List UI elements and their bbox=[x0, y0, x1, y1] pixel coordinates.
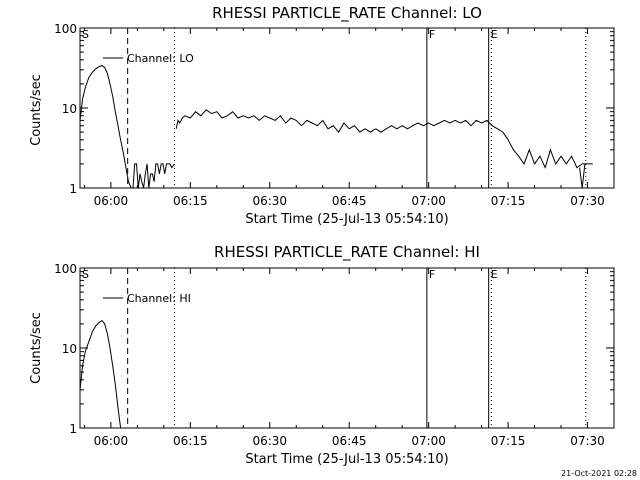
hi-marker-label: S bbox=[82, 268, 89, 281]
hi-y-tick-label: 1 bbox=[69, 422, 77, 436]
lo-x-tick-label: 06:30 bbox=[252, 194, 287, 208]
hi-y-tick-label: 10 bbox=[62, 342, 77, 356]
hi-marker-label: E bbox=[491, 268, 498, 281]
hi-chart-title: RHESSI PARTICLE_RATE Channel: HI bbox=[214, 243, 480, 262]
lo-x-tick-label: 06:15 bbox=[173, 194, 208, 208]
hi-x-tick-label: 06:00 bbox=[94, 434, 129, 448]
lo-marker-label: S bbox=[82, 28, 89, 41]
hi-marker-label: F bbox=[429, 268, 435, 281]
lo-y-axis-label: Counts/sec bbox=[29, 74, 44, 146]
lo-x-tick-label: 06:00 bbox=[94, 194, 129, 208]
hi-x-tick-label: 07:30 bbox=[570, 434, 605, 448]
hi-channel-panel: RHESSI PARTICLE_RATE Channel: HI Counts/… bbox=[29, 243, 615, 467]
lo-x-tick-label: 07:30 bbox=[570, 194, 605, 208]
hi-y-axis-label: Counts/sec bbox=[29, 312, 44, 384]
lo-y-tick-label: 1 bbox=[69, 182, 77, 196]
lo-count-rate-line bbox=[79, 64, 175, 189]
hi-count-rate-line bbox=[79, 319, 122, 429]
lo-channel-panel: RHESSI PARTICLE_RATE Channel: LO Counts/… bbox=[29, 4, 615, 227]
hi-x-tick-label: 06:30 bbox=[252, 434, 287, 448]
lo-count-rate-line bbox=[175, 109, 593, 170]
lo-chart-title: RHESSI PARTICLE_RATE Channel: LO bbox=[212, 4, 482, 23]
hi-x-tick-label: 06:45 bbox=[332, 434, 367, 448]
hi-x-tick-label: 07:15 bbox=[491, 434, 526, 448]
lo-x-tick-label: 07:00 bbox=[411, 194, 446, 208]
lo-x-tick-label: 07:15 bbox=[491, 194, 526, 208]
hi-x-tick-label: 06:15 bbox=[173, 434, 208, 448]
lo-x-axis-label: Start Time (25-Jul-13 05:54:10) bbox=[245, 212, 448, 227]
lo-x-tick-label: 06:45 bbox=[332, 194, 367, 208]
hi-y-tick-label: 100 bbox=[54, 262, 77, 276]
lo-marker-label: E bbox=[491, 28, 498, 41]
hi-x-axis-label: Start Time (25-Jul-13 05:54:10) bbox=[245, 452, 448, 467]
lo-y-tick-label: 10 bbox=[62, 102, 77, 116]
lo-y-tick-label: 100 bbox=[54, 22, 77, 36]
generation-timestamp: 21-Oct-2021 02:28 bbox=[561, 469, 637, 478]
hi-legend-label: Channel: HI bbox=[127, 292, 191, 305]
hi-x-tick-label: 07:00 bbox=[411, 434, 446, 448]
lo-plot-frame bbox=[79, 27, 615, 189]
hi-plot-frame bbox=[79, 267, 615, 429]
lo-marker-label: F bbox=[429, 28, 435, 41]
lo-legend-label: Channel: LO bbox=[127, 52, 194, 65]
